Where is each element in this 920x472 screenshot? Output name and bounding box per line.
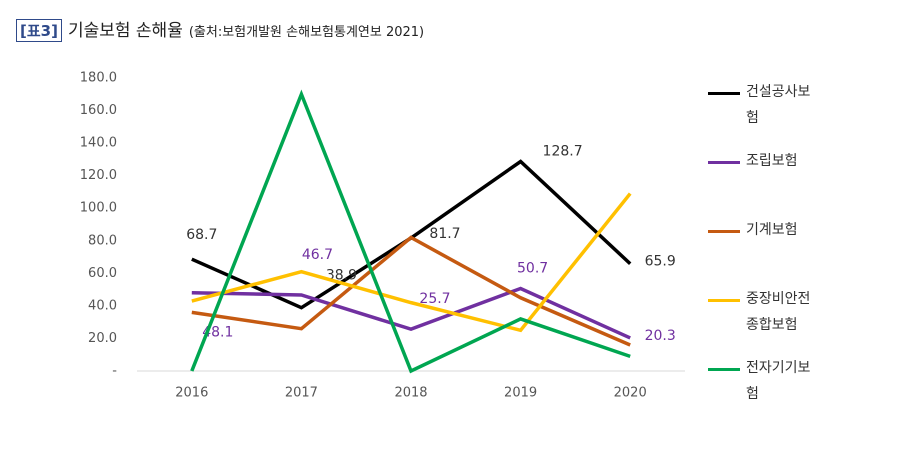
y-tick-label: 100.0 <box>80 201 117 216</box>
x-tick-label: 2017 <box>285 386 318 401</box>
data-label: 25.7 <box>419 291 450 307</box>
x-tick-label: 2019 <box>504 386 537 401</box>
title-tag: [표3] <box>16 19 62 42</box>
data-label: 20.3 <box>645 328 676 344</box>
series-line <box>191 192 632 333</box>
legend-item: 중장비안전종합보험 <box>708 291 908 360</box>
series-line <box>191 159 632 310</box>
y-tick-label: 80.0 <box>88 233 117 248</box>
y-tick-label: 160.0 <box>80 103 117 118</box>
y-tick-label: 120.0 <box>80 168 117 183</box>
data-label: 50.7 <box>517 260 548 276</box>
legend-swatch <box>708 161 740 164</box>
chart: - 20.0 40.0 60.0 80.0 100.0 120.0 140.0 160.0 180… <box>80 71 685 401</box>
data-label: 46.7 <box>302 247 333 263</box>
y-tick-label: 60.0 <box>88 266 117 281</box>
series-line <box>191 235 631 347</box>
legend-label: 건설공사보험 <box>746 84 811 126</box>
legend-swatch <box>708 92 740 95</box>
series-line <box>190 89 631 374</box>
y-tick-label: 20.0 <box>88 331 117 346</box>
legend-item: 전자기기보험 <box>708 360 908 429</box>
legend-swatch <box>708 299 740 302</box>
legend-label: 기계보험 <box>746 222 798 238</box>
legend-swatch <box>708 368 740 371</box>
y-tick-label: 140.0 <box>80 136 117 151</box>
x-tick-label: 2016 <box>175 386 208 401</box>
data-label: 81.7 <box>429 226 460 242</box>
data-label: 65.9 <box>645 254 676 270</box>
legend-label: 중장비안전종합보험 <box>746 291 811 333</box>
y-tick-label: 180.0 <box>80 71 117 86</box>
y-tick-label: 40.0 <box>88 298 117 313</box>
series-line <box>191 286 631 340</box>
legend-item: 조립보험 <box>708 153 908 222</box>
x-tick-label: 2018 <box>394 386 427 401</box>
legend-label: 전자기기보험 <box>746 360 811 402</box>
chart-subtitle: (출처:보험개발원 손해보험통계연보 2021) <box>188 25 425 40</box>
header: [표3] 기술보험 손해율 (출처:보험개발원 손해보험통계연보 2021) <box>16 16 424 42</box>
x-tick-label: 2020 <box>614 386 647 401</box>
legend-item: 건설공사보험 <box>708 84 908 153</box>
legend-swatch <box>708 230 740 233</box>
legend-label: 조립보험 <box>746 153 798 169</box>
legend-item: 기계보험 <box>708 222 908 291</box>
chart-title: 기술보험 손해율 <box>67 21 183 41</box>
data-label: 68.7 <box>186 227 217 243</box>
y-tick-label: - <box>112 364 117 379</box>
data-label: 128.7 <box>543 144 583 160</box>
